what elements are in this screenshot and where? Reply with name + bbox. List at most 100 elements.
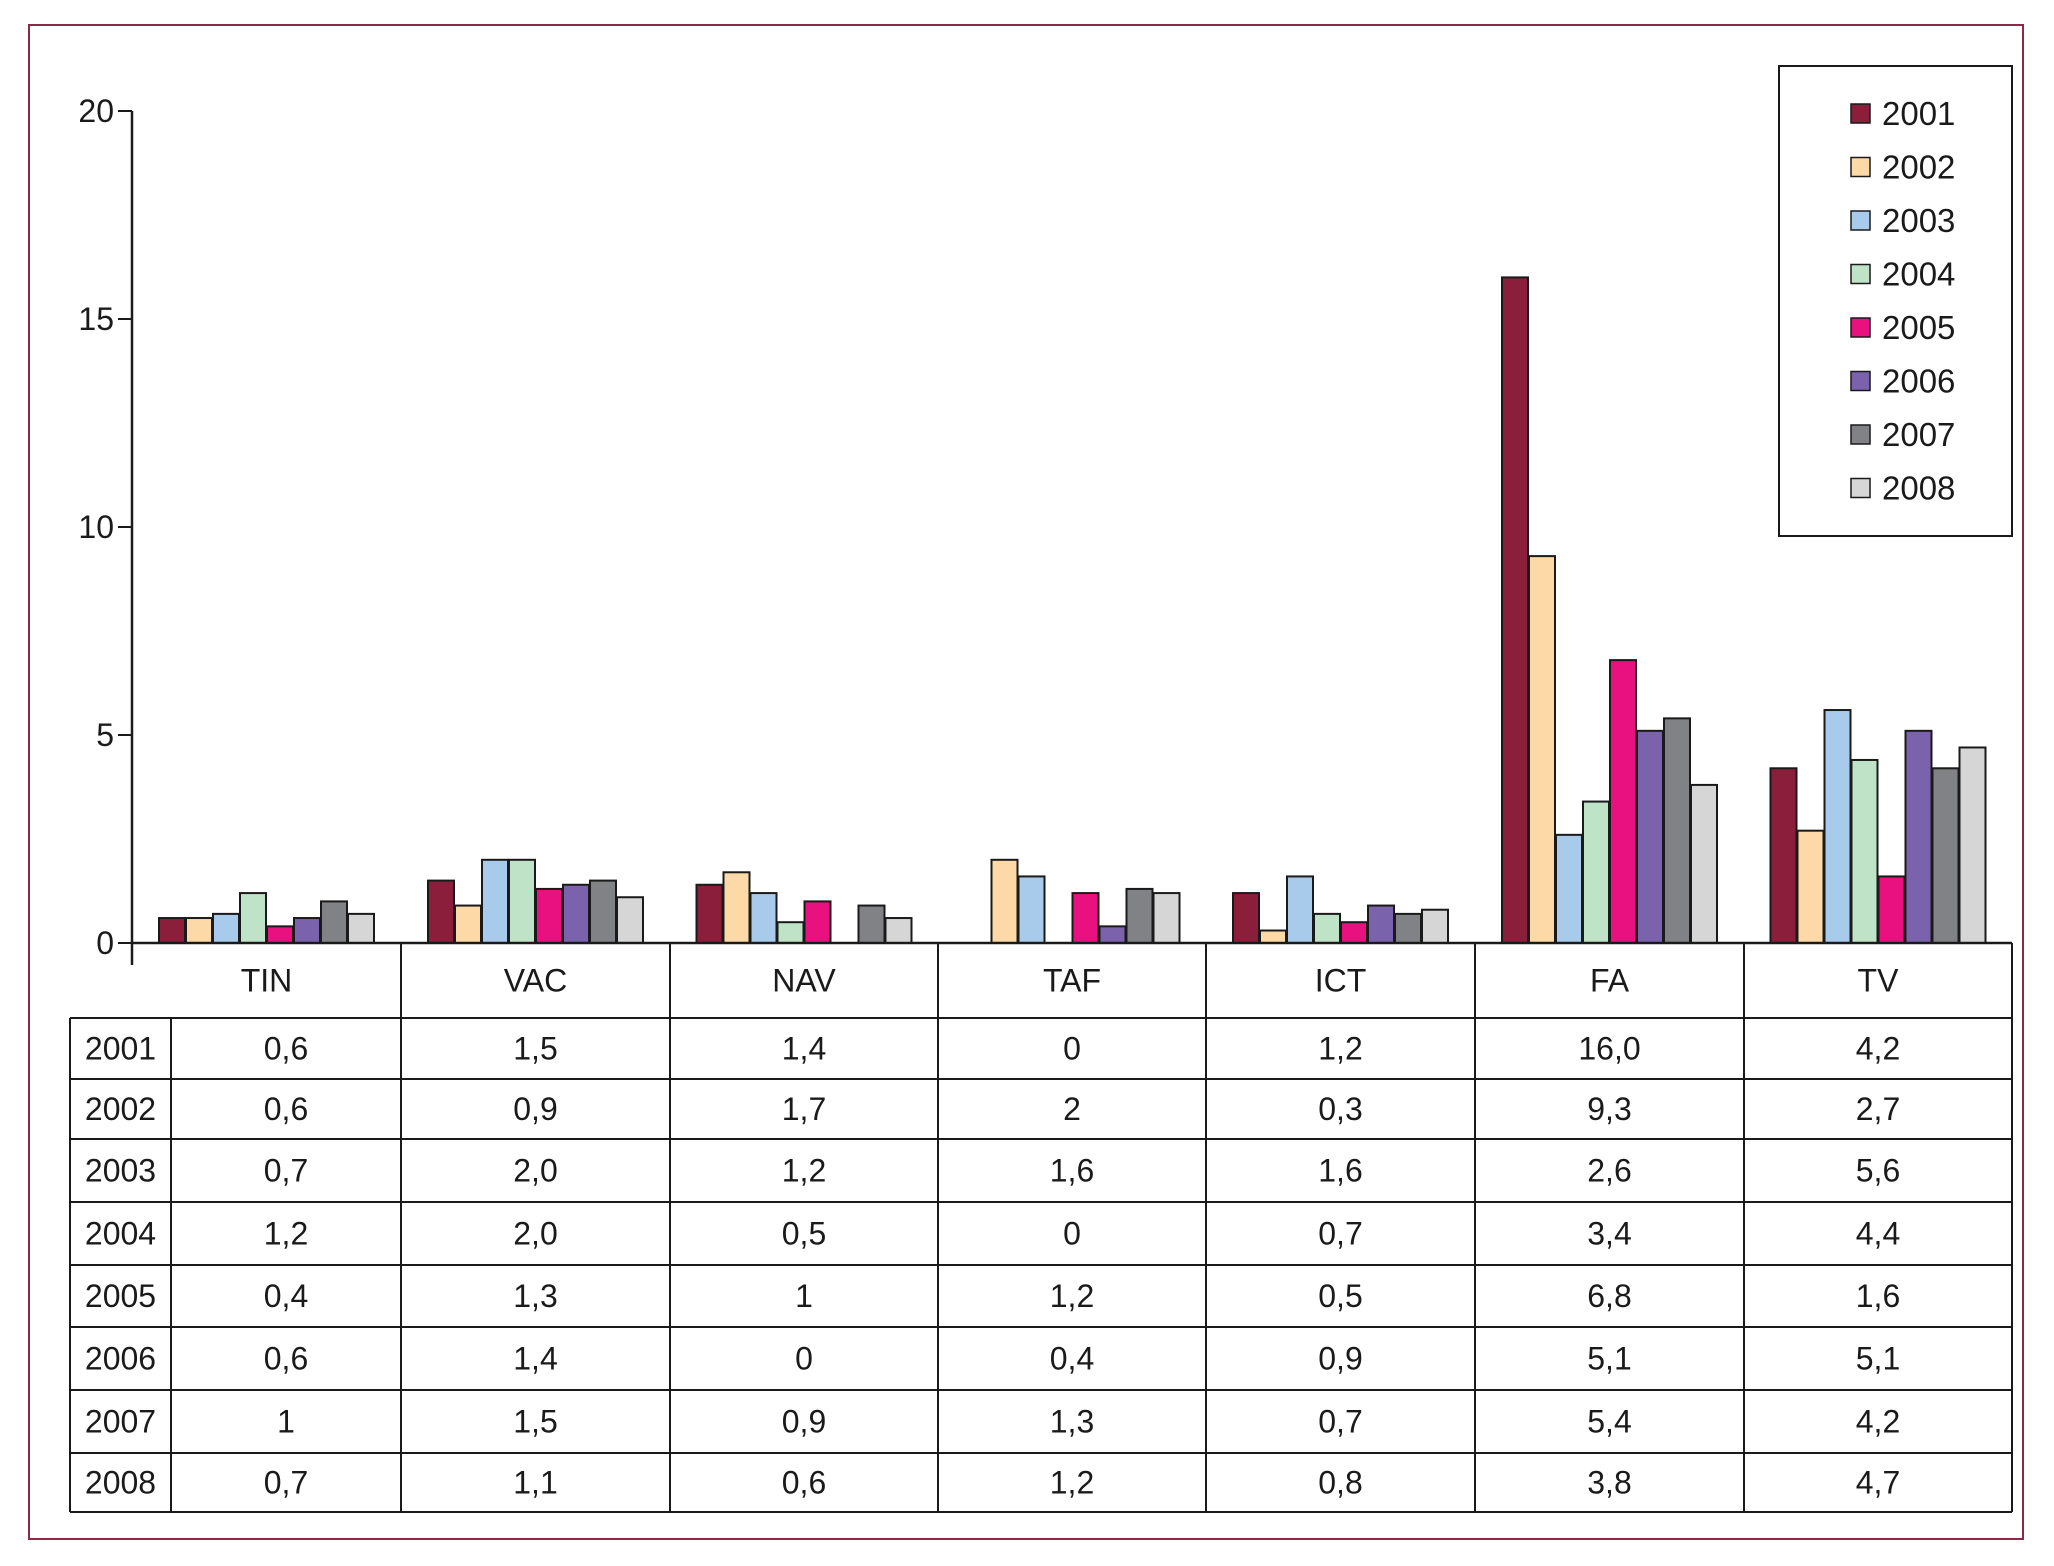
bar-taf-2007: [1125, 887, 1154, 944]
table-cell-2004-ict: 0,7: [1318, 1216, 1362, 1252]
bar-tin-2001: [158, 917, 186, 944]
table-cell-2008-vac: 1,1: [513, 1465, 557, 1501]
table-cell-2004-tv: 4,4: [1856, 1216, 1900, 1252]
table-cell-2002-taf: 2: [1063, 1091, 1081, 1127]
bar-nav-2008: [884, 917, 913, 944]
y-tick-label: 10: [78, 509, 114, 545]
table-row-year: 2002: [85, 1091, 156, 1127]
bar-fa-2001: [1501, 276, 1529, 944]
table-row-year: 2005: [85, 1278, 156, 1314]
table-row-year: 2007: [85, 1404, 156, 1440]
bar-fa-2002: [1528, 555, 1556, 944]
table-cell-2007-vac: 1,5: [513, 1404, 557, 1440]
bar-ict-2008: [1421, 908, 1449, 944]
bar-ict-2003: [1286, 875, 1314, 944]
bar-ict-2006: [1367, 904, 1395, 944]
table-row-year: 2001: [85, 1031, 156, 1067]
table-cell-2002-tin: 0,6: [264, 1091, 308, 1127]
table-cell-2002-nav: 1,7: [782, 1091, 826, 1127]
table-cell-2003-taf: 1,6: [1050, 1153, 1094, 1189]
table-cell-2002-ict: 0,3: [1318, 1091, 1362, 1127]
table-cell-2007-taf: 1,3: [1050, 1404, 1094, 1440]
table-cell-2004-vac: 2,0: [513, 1216, 557, 1252]
bar-nav-2007: [857, 904, 886, 944]
table-cell-2007-tin: 1: [277, 1404, 295, 1440]
table-cell-2002-tv: 2,7: [1856, 1091, 1900, 1127]
table-cell-2005-nav: 1: [795, 1278, 813, 1314]
bar-ict-2001: [1232, 892, 1260, 945]
legend-label-2004: 2004: [1882, 256, 1955, 293]
table-cell-2008-taf: 1,2: [1050, 1465, 1094, 1501]
legend-label-2006: 2006: [1882, 363, 1955, 400]
table-header-vac: VAC: [504, 963, 567, 999]
bar-tv-2007: [1931, 767, 1960, 945]
legend-label-2008: 2008: [1882, 470, 1955, 507]
bar-tv-2002: [1796, 829, 1825, 944]
bar-vac-2001: [427, 879, 455, 944]
bar-tin-2007: [320, 900, 348, 945]
table-cell-2008-tv: 4,7: [1856, 1465, 1900, 1501]
legend-label-2003: 2003: [1882, 202, 1955, 239]
bar-ict-2004: [1313, 912, 1341, 945]
legend-swatch-2006: [1850, 370, 1871, 392]
bar-vac-2008: [616, 896, 644, 944]
table-cell-2005-tin: 0,4: [264, 1278, 308, 1314]
y-tick-label: 0: [96, 925, 114, 961]
table-cell-2003-ict: 1,6: [1318, 1153, 1362, 1189]
table-cell-2005-ict: 0,5: [1318, 1278, 1362, 1314]
bar-taf-2005: [1071, 892, 1100, 945]
bar-ict-2005: [1340, 921, 1368, 945]
bar-tv-2003: [1823, 709, 1852, 944]
table-cell-2005-vac: 1,3: [513, 1278, 557, 1314]
bar-ict-2007: [1394, 912, 1422, 945]
table-cell-2007-fa: 5,4: [1587, 1404, 1631, 1440]
table-row-year: 2004: [85, 1216, 156, 1252]
legend-swatch-2001: [1850, 103, 1871, 124]
table-cell-2007-nav: 0,9: [782, 1404, 826, 1440]
table-header-ict: ICT: [1315, 963, 1367, 999]
table-cell-2003-vac: 2,0: [513, 1153, 557, 1189]
bar-vac-2004: [508, 858, 536, 944]
legend-swatch-2003: [1850, 210, 1871, 231]
table-cell-2006-nav: 0: [795, 1341, 813, 1377]
table-cell-2001-taf: 0: [1063, 1031, 1081, 1067]
table-cell-2008-nav: 0,6: [782, 1465, 826, 1501]
table-row-year: 2006: [85, 1341, 156, 1377]
legend-label-2002: 2002: [1882, 149, 1955, 186]
bar-tin-2004: [239, 892, 267, 945]
table-cell-2001-tin: 0,6: [264, 1031, 308, 1067]
bar-tin-2002: [185, 917, 213, 944]
table-header-fa: FA: [1590, 963, 1630, 999]
table-header-taf: TAF: [1043, 963, 1101, 999]
table-cell-2003-tin: 0,7: [264, 1153, 308, 1189]
bar-taf-2002: [990, 858, 1019, 944]
bar-fa-2006: [1636, 729, 1664, 945]
table-header-nav: NAV: [772, 963, 836, 999]
bar-tv-2008: [1958, 746, 1987, 944]
legend-swatch-2008: [1850, 477, 1871, 499]
table-cell-2004-taf: 0: [1063, 1216, 1081, 1252]
bar-tin-2005: [266, 925, 294, 944]
bar-nav-2002: [722, 871, 751, 945]
table-cell-2007-ict: 0,7: [1318, 1404, 1362, 1440]
legend-swatch-2002: [1850, 156, 1871, 178]
bar-tv-2001: [1769, 767, 1798, 945]
bars: [132, 276, 2012, 945]
legend-swatch-2007: [1850, 424, 1871, 445]
y-axis: 0 5 10 15 20: [78, 93, 134, 965]
legend-label-2005: 2005: [1882, 309, 1955, 346]
legend-label-2001: 2001: [1882, 95, 1955, 132]
legend-swatch-2005: [1850, 317, 1871, 338]
bar-tv-2004: [1850, 758, 1879, 945]
y-tick-label: 5: [96, 717, 114, 753]
bar-vac-2007: [589, 879, 617, 944]
table-cell-2005-fa: 6,8: [1587, 1278, 1631, 1314]
bar-ict-2002: [1259, 929, 1287, 945]
bar-nav-2005: [803, 900, 832, 945]
bar-nav-2001: [695, 883, 724, 945]
table-cell-2001-fa: 16,0: [1578, 1031, 1640, 1067]
table-cell-2001-vac: 1,5: [513, 1031, 557, 1067]
legend-box: [1778, 65, 2013, 537]
bar-vac-2002: [454, 904, 482, 944]
bar-nav-2004: [776, 921, 805, 945]
